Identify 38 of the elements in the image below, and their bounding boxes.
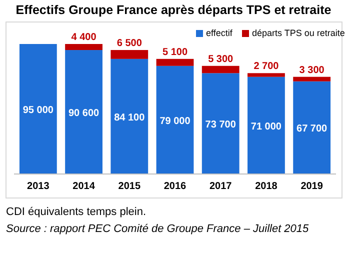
bar: [65, 50, 102, 174]
bar: [156, 66, 194, 174]
bar: [202, 73, 240, 174]
bar: [110, 58, 148, 174]
bar: [19, 44, 57, 174]
bar: [248, 73, 285, 77]
data-label: 79 000: [160, 116, 191, 127]
data-label: 90 600: [68, 108, 100, 120]
x-tick-label: 2018: [255, 181, 278, 192]
data-label: 67 700: [296, 124, 328, 135]
source-note: Source : rapport PEC Comité de Groupe France – Juillet 2015: [6, 223, 310, 235]
data-label: 95 000: [22, 105, 54, 116]
data-label: 2 700: [254, 61, 280, 72]
x-tick-label: 2013: [27, 181, 50, 192]
bar: [156, 58, 194, 66]
x-tick-label: 2014: [72, 181, 96, 192]
data-label: 6 500: [116, 38, 142, 50]
bar: [65, 44, 102, 50]
x-tick-label: 2015: [118, 181, 141, 192]
data-label: 84 100: [114, 112, 146, 124]
data-label: 5 100: [162, 46, 188, 58]
data-label: 71 000: [250, 121, 282, 132]
x-tick-label: 2017: [209, 181, 232, 192]
legend-label: départs TPS ou retraite: [252, 28, 345, 38]
data-label: 3 300: [299, 64, 325, 76]
chart-title: Effectifs Groupe France après départs TPS et retraite: [16, 3, 332, 17]
data-label: 4 400: [71, 32, 97, 43]
data-label: 5 300: [208, 54, 234, 65]
bar: [293, 81, 331, 174]
bar: [248, 76, 285, 174]
bar: [293, 76, 331, 82]
legend-label: effectif: [206, 28, 233, 38]
bar: [110, 50, 148, 59]
bar: [202, 66, 240, 74]
x-tick-label: 2016: [164, 181, 187, 192]
data-label: 73 700: [205, 120, 236, 131]
x-tick-label: 2019: [300, 181, 324, 192]
text: CDI équivalents temps plein.: [6, 206, 146, 218]
